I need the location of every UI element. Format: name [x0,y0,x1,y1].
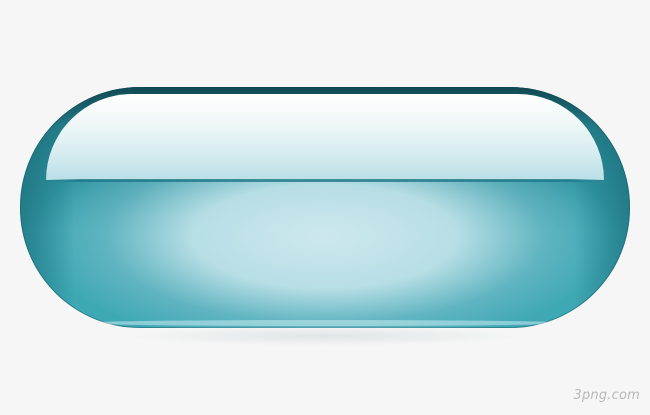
glossy-pill-button[interactable] [20,87,630,328]
watermark-text: 3png.com [573,388,640,403]
button-gloss-edge-line [46,179,604,182]
button-bottom-glow [80,320,570,326]
button-shadow [120,326,530,346]
button-gloss-highlight [46,94,604,180]
